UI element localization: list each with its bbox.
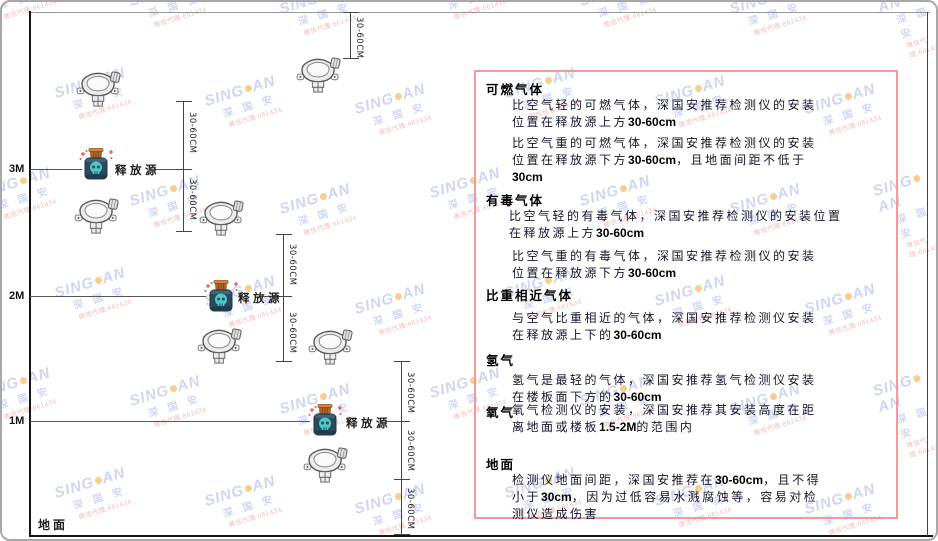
dimension-label: 30-60CM (187, 179, 197, 221)
dimension-label: 30-60CM (354, 17, 364, 59)
section-heading-oxygen: 氧气 (486, 406, 516, 420)
brand-dot-icon (319, 0, 328, 1)
gas-detector-icon (74, 197, 120, 235)
release-source-label: 释放源 (346, 418, 391, 430)
ref-line-2m (30, 296, 206, 297)
section-heading-ground: 地面 (486, 458, 516, 472)
gas-detector-icon (296, 56, 342, 94)
section-heading-hydrogen: 氢气 (486, 354, 516, 368)
dimension-label: 30-60CM (287, 244, 297, 286)
release-source-icon (203, 280, 239, 314)
section-heading-similar-density: 比重相近气体 (486, 289, 574, 303)
dimension-label: 30-60CM (405, 430, 415, 472)
height-label-1m: 1M (9, 415, 25, 427)
release-source-icon (307, 404, 343, 438)
dimension-ceiling: 30-60CM (343, 12, 364, 59)
release-source-label: 释放源 (115, 165, 160, 177)
paragraph: 比空气重的有毒气体，深国安推荐检测仪的安装 位置在释放源下方30-60cm (512, 249, 817, 280)
ground-line (29, 535, 933, 537)
dimension-2m: 30-60CM 30-60CM (276, 234, 297, 362)
paragraph: 与空气比重相近的气体，深国安推荐检测仪安装 在释放源上下的30-60cm (512, 311, 817, 342)
height-label-3m: 3M (9, 163, 25, 175)
dimension-label: 30-60CM (187, 112, 197, 154)
paragraph: 比空气重的可燃气体，深国安推荐检测仪的安装 位置在释放源下方30-60cm，且地… (512, 136, 817, 184)
gas-detector-icon (303, 446, 349, 484)
paragraph: 检测仪地面间距，深国安推荐在30-60cm，且不得 小于30cm，因为过低容易水… (512, 473, 822, 521)
leader-3m (154, 169, 184, 170)
paragraph: 氢气是最轻的气体，深国安推荐氢气检测仪安装 在楼板面下方的30-60cm (512, 373, 817, 404)
section-heading-toxic: 有毒气体 (486, 194, 545, 208)
recommendations-panel: 可燃气体 比空气轻的可燃气体，深国安推荐检测仪的安装 位置在释放源上方30-60… (474, 70, 898, 521)
paragraph: 比空气轻的有毒气体，深国安推荐检测仪的安装位置 在释放源上方30-60cm (509, 209, 843, 240)
gas-detector-icon (76, 70, 122, 108)
gas-detector-icon (199, 199, 245, 237)
paragraph: 比空气轻的可燃气体，深国安推荐检测仪的安装 位置在释放源上方30-60cm (512, 98, 817, 129)
ref-line-1m (30, 421, 310, 422)
release-source-label: 释放源 (238, 293, 283, 305)
left-wall-line (29, 11, 31, 537)
ground-label: 地面 (38, 518, 69, 532)
dimension-3m: 30-60CM 30-60CM (176, 101, 197, 232)
height-label-2m: 2M (9, 290, 25, 302)
dimension-label: 30-60CM (405, 372, 415, 414)
leader-2m (260, 296, 284, 297)
dimension-label: 30-60CM (405, 488, 415, 530)
paragraph: 氧气检测仪的安装，深国安推荐其安装高度在距 离地面或楼板1.5-2M的范围内 (512, 403, 817, 434)
section-heading-flammable: 可燃气体 (486, 83, 545, 97)
dimension-1m: 30-60CM 30-60CM 30-60CM (394, 361, 415, 535)
gas-detector-icon (197, 327, 243, 365)
right-wall-line (927, 12, 928, 536)
gas-detector-icon (308, 328, 354, 366)
release-source-icon (78, 148, 114, 182)
ceiling-line (30, 12, 930, 13)
dimension-label: 30-60CM (287, 312, 297, 354)
brand-dot-icon (769, 0, 778, 1)
ref-line-3m (30, 169, 82, 170)
